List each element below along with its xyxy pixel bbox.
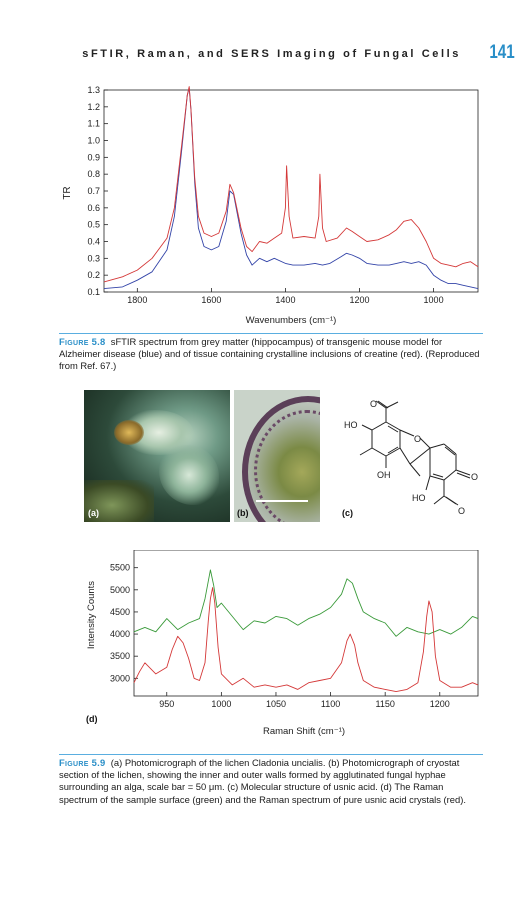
cryostat-section-photo: [234, 390, 320, 522]
panel-label-c: (c): [342, 508, 353, 518]
caption-text: (a) Photomicrograph of the lichen Cladon…: [59, 757, 466, 805]
atom-label-oh-bottom: OH: [377, 470, 391, 480]
x-tick-label: 1150: [375, 699, 394, 709]
spectra: [133, 569, 479, 693]
x-tick-label: 1200: [349, 295, 369, 305]
x-tick-label: 1800: [127, 295, 147, 305]
atom-label-o-ring: O: [414, 434, 421, 444]
series-line-0: [103, 87, 479, 290]
x-axis-label: Raman Shift (cm⁻¹): [263, 726, 345, 737]
y-tick-label: 0.2: [87, 270, 100, 280]
lichen-photo: [84, 390, 230, 522]
x-axis: 1800 1600 1400 1200 1000: [127, 288, 444, 305]
atom-label-ho-bottom: HO: [412, 493, 426, 503]
y-tick-label: 0.1: [87, 287, 100, 297]
caption-rule: [59, 754, 483, 755]
page-number: 141: [489, 42, 515, 63]
y-tick-label: 1.1: [87, 119, 100, 129]
y-tick-label: 3000: [110, 673, 130, 683]
caption-label: Figure 5.9: [59, 757, 106, 768]
y-tick-label: 1.3: [87, 85, 100, 95]
caption-rule: [59, 333, 483, 334]
caption-text: sFTIR spectrum from grey matter (hippoca…: [59, 336, 480, 372]
y-tick-label: 3500: [110, 651, 130, 661]
y-tick-label: 0.3: [87, 253, 100, 263]
atom-label-o-bottom-right: O: [458, 506, 465, 516]
plot-frame: [103, 89, 479, 293]
y-tick-label: 0.7: [87, 186, 100, 196]
plot-frame: [133, 550, 479, 697]
spectra: [103, 86, 479, 290]
y-axis: 0.1 0.2 0.3 0.4 0.5 0.6 0.7 0.8 0.9 1.0 1.1 1.2 1.3: [87, 85, 108, 297]
y-tick-label: 5000: [110, 585, 130, 595]
x-tick-label: 1050: [266, 699, 286, 709]
y-tick-label: 0.9: [87, 152, 100, 162]
y-axis-label: Intensity Counts: [86, 581, 97, 649]
y-tick-label: 1.0: [87, 136, 100, 146]
y-tick-label: 4000: [110, 629, 130, 639]
y-tick-label: 0.4: [87, 237, 100, 247]
figure-5-9d-chart: 3000 3500 4000 4500 5000 5500 950 1000 1050 1100…: [86, 550, 479, 737]
x-tick-label: 1400: [275, 295, 295, 305]
usnic-acid-structure: O HO O O OH HO O: [344, 399, 478, 516]
x-axis: 950 1000 1050 1100 1150 1200: [159, 692, 450, 709]
y-tick-label: 1.2: [87, 102, 100, 112]
x-tick-label: 1100: [321, 699, 340, 709]
x-tick-label: 1000: [211, 699, 231, 709]
x-tick-label: 1000: [424, 295, 444, 305]
x-tick-label: 950: [159, 699, 174, 709]
atom-label-o-right: O: [471, 472, 478, 482]
atom-label-o-top: O: [370, 399, 377, 409]
y-axis-label: TR: [62, 186, 73, 199]
series-line-1: [133, 587, 479, 693]
panel-label-b: (b): [237, 508, 249, 518]
x-axis-label: Wavenumbers (cm⁻¹): [246, 315, 337, 326]
y-tick-label: 4500: [110, 607, 130, 617]
x-tick-label: 1200: [430, 699, 450, 709]
y-tick-label: 5500: [110, 563, 130, 573]
atom-label-ho-left: HO: [344, 420, 358, 430]
running-header: sFTIR, Raman, and SERS Imaging of Fungal…: [0, 40, 529, 80]
y-axis: 3000 3500 4000 4500 5000 5500: [110, 563, 138, 683]
figure-5-8-caption: Figure 5.8 sFTIR spectrum from grey matt…: [59, 333, 483, 373]
series-line-0: [133, 569, 479, 637]
figure-5-9-caption: Figure 5.9 (a) Photomicrograph of the li…: [59, 754, 483, 806]
y-tick-label: 0.8: [87, 169, 100, 179]
y-tick-label: 0.6: [87, 203, 100, 213]
series-line-1: [103, 86, 479, 283]
panel-label-a: (a): [88, 508, 99, 518]
caption-label: Figure 5.8: [59, 336, 106, 347]
y-tick-label: 0.5: [87, 220, 100, 230]
running-title: sFTIR, Raman, and SERS Imaging of Fungal…: [82, 48, 461, 60]
scale-bar: [256, 500, 308, 502]
x-tick-label: 1600: [201, 295, 221, 305]
figure-5-8-chart: 0.10.20.30.40.50.60.70.80.91.01.11.21.3 …: [62, 85, 479, 326]
panel-label-d: (d): [86, 714, 98, 724]
